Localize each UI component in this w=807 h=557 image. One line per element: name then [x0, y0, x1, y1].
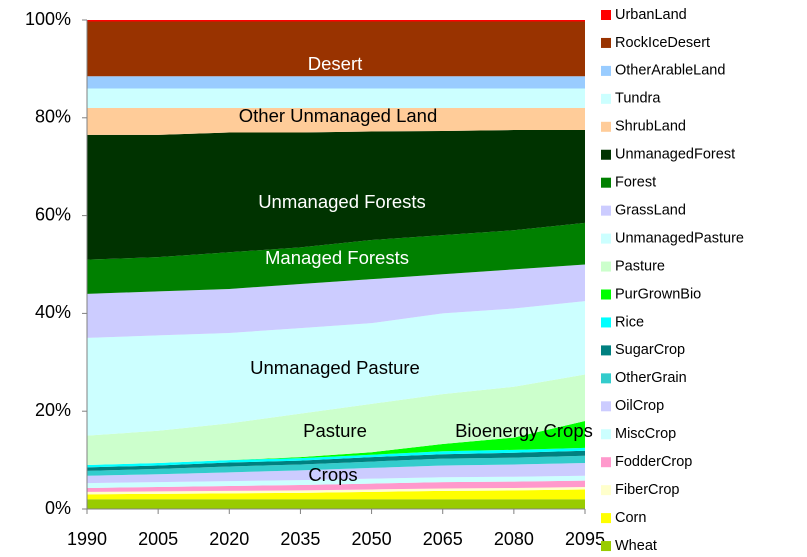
x-tick-label: 2035 [280, 529, 320, 549]
x-tick-label: 1990 [67, 529, 107, 549]
annotation: Crops [308, 464, 357, 485]
legend-label: OtherArableLand [615, 63, 725, 79]
annotation: Bioenergy Crops [455, 420, 593, 441]
legend-label: UrbanLand [615, 7, 687, 23]
y-tick-label: 100% [25, 9, 71, 29]
area [87, 486, 585, 495]
y-tick-label: 20% [35, 400, 71, 420]
legend-swatch [601, 373, 611, 384]
area [87, 21, 585, 77]
legend-swatch [601, 10, 611, 20]
legend-swatch [601, 317, 611, 328]
y-tick-label: 60% [35, 204, 71, 224]
legend-label: MiscCrop [615, 426, 676, 442]
x-tick-label: 2095 [565, 529, 605, 549]
legend-swatch [601, 541, 611, 552]
legend-swatch [601, 429, 611, 440]
annotation: Desert [308, 53, 363, 74]
legend-swatch [601, 233, 611, 244]
area [87, 264, 585, 338]
legend-swatch [601, 65, 611, 76]
x-tick-label: 2020 [209, 529, 249, 549]
area [87, 88, 585, 109]
legend-swatch [601, 485, 611, 496]
y-tick-label: 80% [35, 107, 71, 127]
annotation: Unmanaged Forests [258, 191, 426, 212]
legend-label: Corn [615, 510, 646, 526]
annotation: Other Unmanaged Land [239, 105, 438, 126]
area [87, 450, 585, 471]
x-tick-label: 2080 [494, 529, 534, 549]
area [87, 475, 585, 488]
legend-label: ShrubLand [615, 119, 686, 135]
legend-label: SugarCrop [615, 342, 685, 358]
legend-label: FodderCrop [615, 454, 692, 470]
area [87, 420, 585, 465]
area [87, 455, 585, 476]
legend-swatch [601, 93, 611, 104]
legend-label: PurGrownBio [615, 286, 701, 302]
legend-label: GrassLand [615, 202, 686, 218]
area [87, 130, 585, 260]
legend-label: Tundra [615, 91, 661, 107]
area [87, 108, 585, 135]
legend-swatch [601, 149, 611, 160]
area [87, 499, 585, 509]
legend-swatch [601, 401, 611, 412]
annotation: Managed Forests [265, 247, 409, 268]
annotation: Unmanaged Pasture [250, 357, 420, 378]
area [87, 20, 585, 22]
area [87, 489, 585, 500]
legend-swatch [601, 261, 611, 272]
legend-label: Pasture [615, 258, 665, 274]
x-tick-label: 2005 [138, 529, 178, 549]
legend-label: UnmanagedPasture [615, 230, 744, 246]
legend-swatch [601, 289, 611, 300]
area [87, 480, 585, 492]
legend-label: FiberCrop [615, 482, 679, 498]
legend-label: Forest [615, 175, 656, 191]
legend-label: UnmanagedForest [615, 147, 735, 163]
legend-label: RockIceDesert [615, 35, 710, 51]
y-tick-label: 0% [45, 498, 71, 518]
y-tick-label: 40% [35, 302, 71, 322]
legend-swatch [601, 345, 611, 356]
area [87, 447, 585, 468]
area [87, 463, 585, 484]
legend-label: Wheat [615, 538, 657, 554]
legend-swatch [601, 205, 611, 216]
x-tick-label: 2050 [352, 529, 392, 549]
area [87, 222, 585, 294]
area [87, 374, 585, 465]
legend-label: OtherGrain [615, 370, 687, 386]
legend-label: Rice [615, 314, 644, 330]
legend-swatch [601, 513, 611, 524]
legend-swatch [601, 37, 611, 48]
legend-swatch [601, 457, 611, 468]
annotation: Pasture [303, 420, 367, 441]
legend-swatch [601, 121, 611, 132]
legend-label: OilCrop [615, 398, 664, 414]
legend-swatch [601, 177, 611, 188]
x-tick-label: 2065 [423, 529, 463, 549]
area [87, 76, 585, 89]
area [87, 301, 585, 436]
